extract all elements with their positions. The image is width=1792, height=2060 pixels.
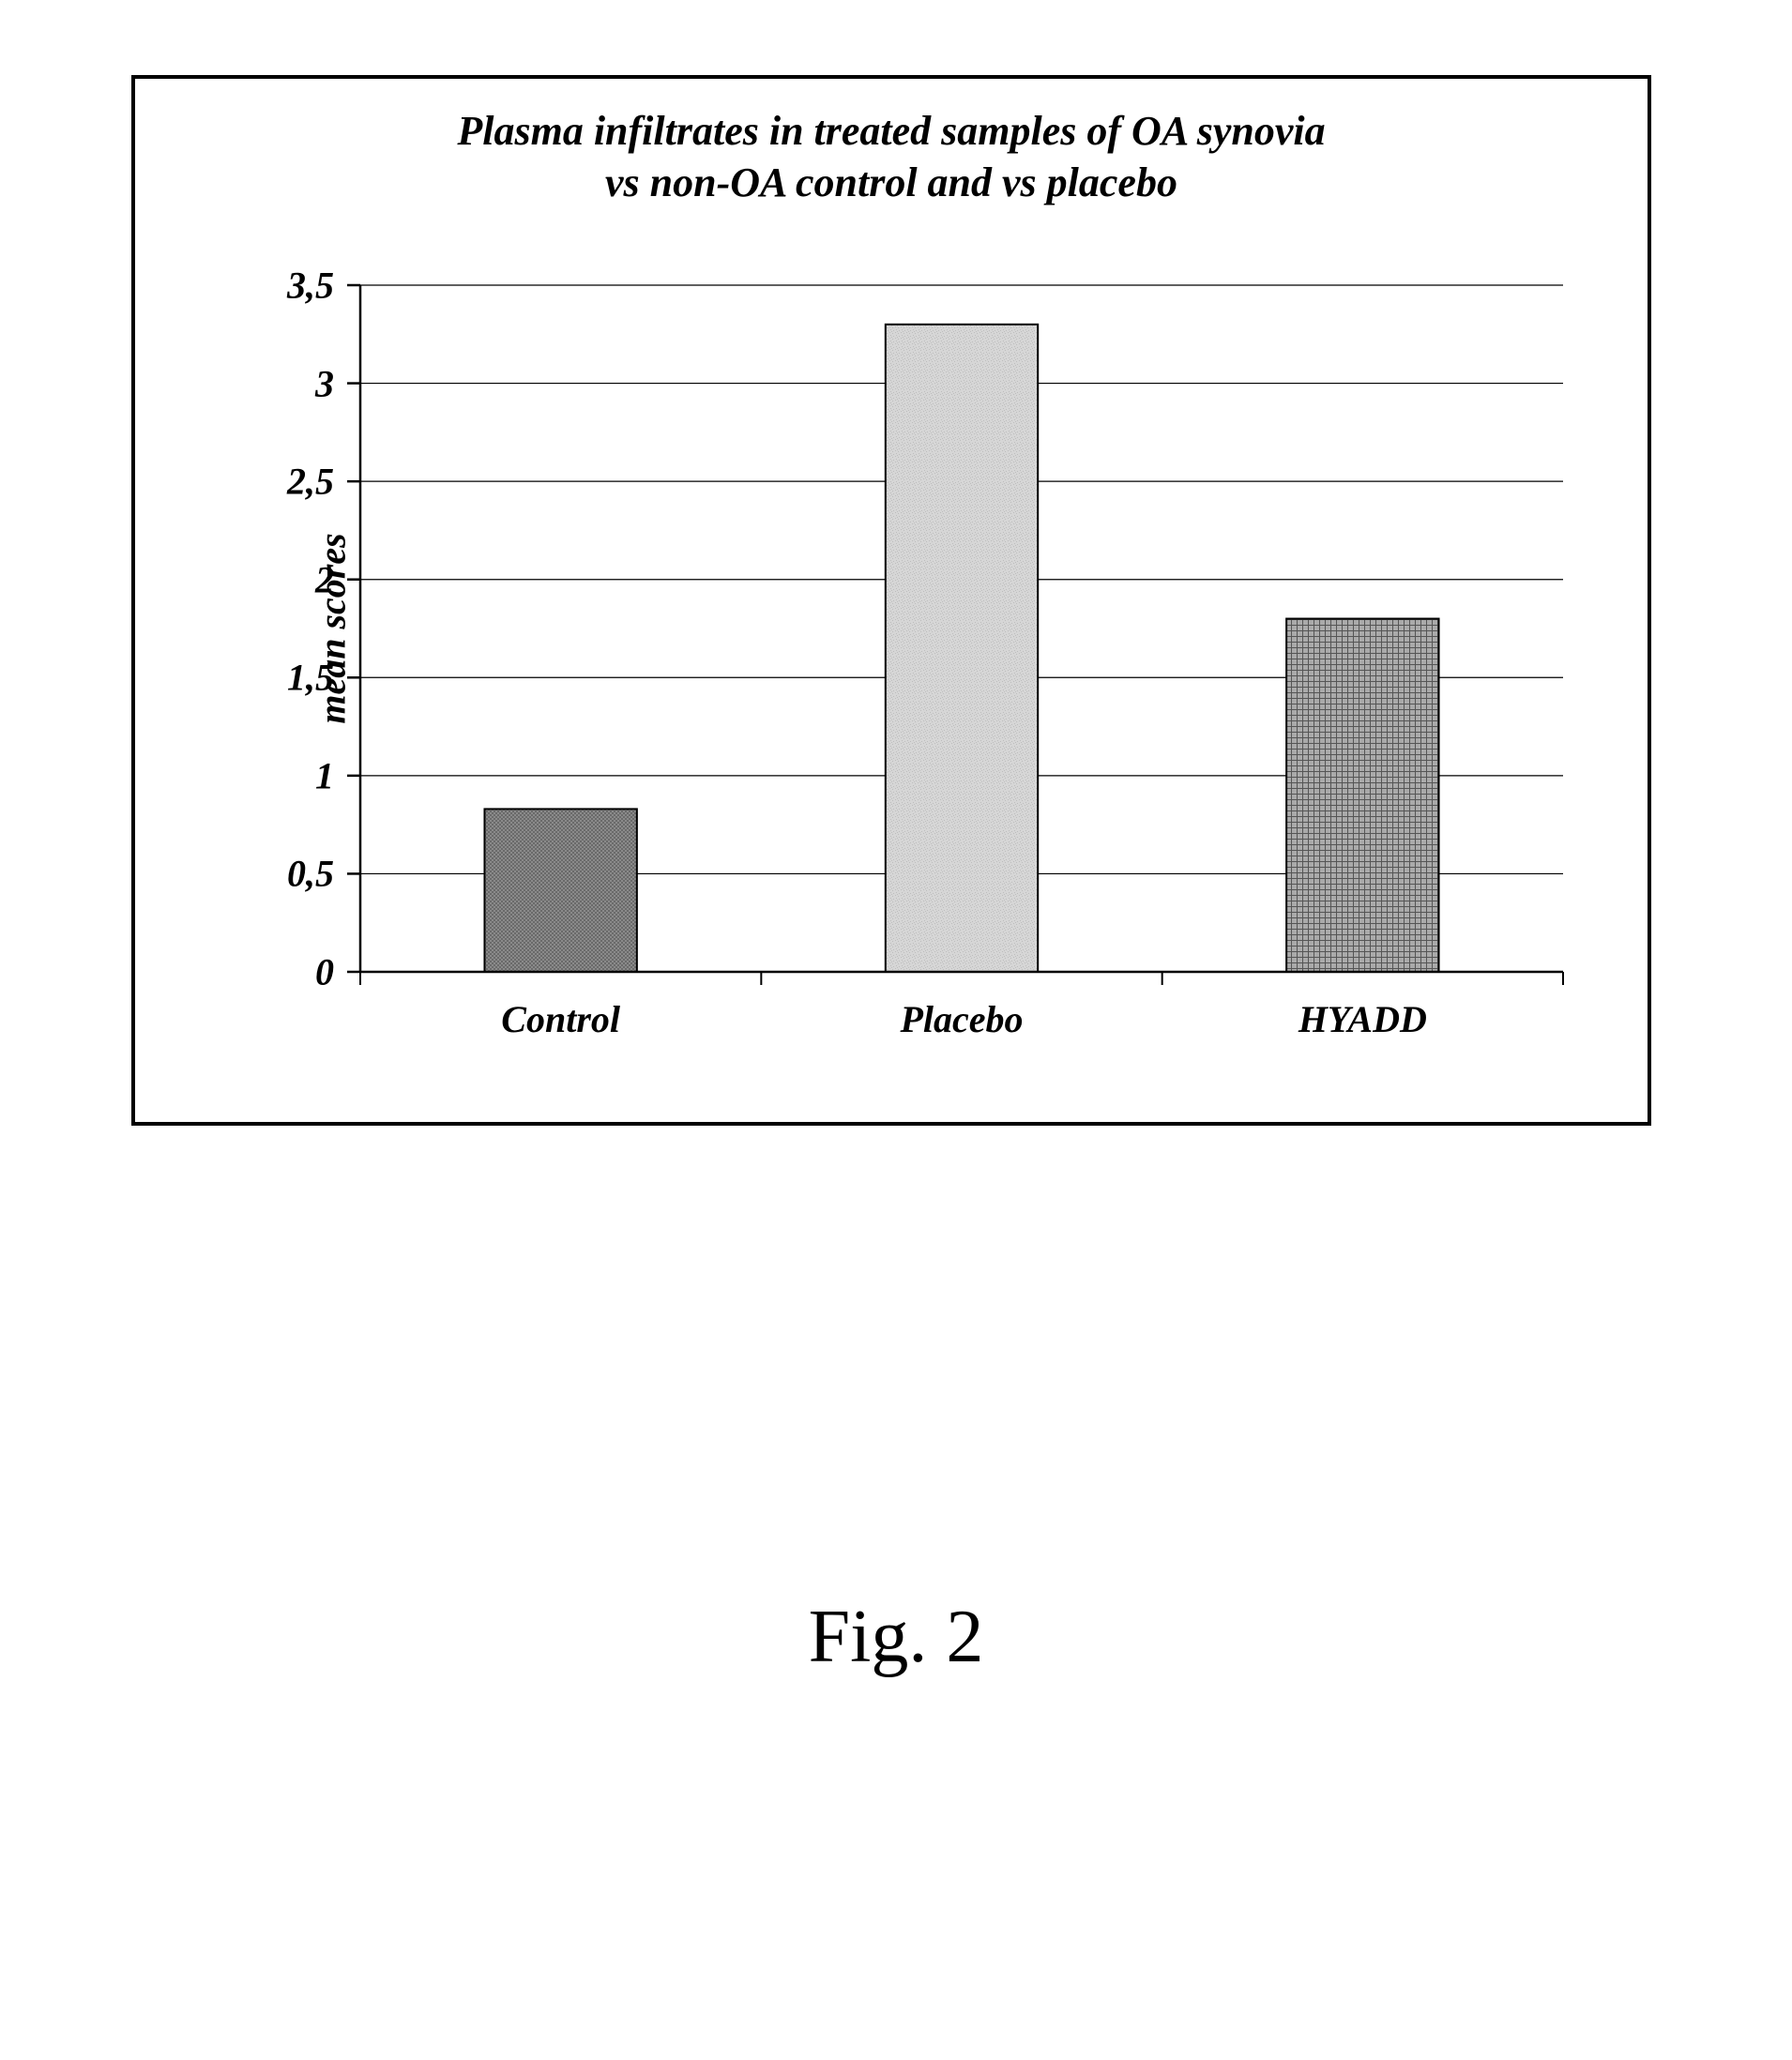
figure-label: Fig. 2 — [809, 1595, 984, 1680]
x-category-label: Placebo — [900, 997, 1023, 1041]
bar — [886, 325, 1038, 972]
bar — [1286, 619, 1438, 972]
plot-wrap: mean scores 00,511,522,533,5ControlPlace… — [266, 276, 1582, 981]
plot-area: 00,511,522,533,5ControlPlaceboHYADD — [266, 276, 1582, 981]
page-root: Plasma infiltrates in treated samples of… — [0, 0, 1792, 2060]
chart-title-line2: vs non-OA control and vs placebo — [135, 157, 1648, 208]
bar-chart-svg — [266, 276, 1582, 981]
y-tick-label: 0,5 — [287, 852, 334, 896]
y-tick-label: 0 — [315, 950, 334, 994]
y-tick-label: 2 — [315, 557, 334, 601]
y-tick-label: 3 — [315, 361, 334, 405]
x-category-label: HYADD — [1298, 997, 1427, 1041]
y-tick-label: 3,5 — [287, 264, 334, 308]
y-tick-label: 1,5 — [287, 656, 334, 700]
chart-frame: Plasma infiltrates in treated samples of… — [131, 75, 1651, 1126]
x-category-label: Control — [501, 997, 620, 1041]
bar — [484, 809, 636, 972]
chart-title: Plasma infiltrates in treated samples of… — [135, 105, 1648, 208]
y-tick-label: 1 — [315, 753, 334, 797]
chart-title-line1: Plasma infiltrates in treated samples of… — [135, 105, 1648, 157]
y-tick-label: 2,5 — [287, 460, 334, 504]
